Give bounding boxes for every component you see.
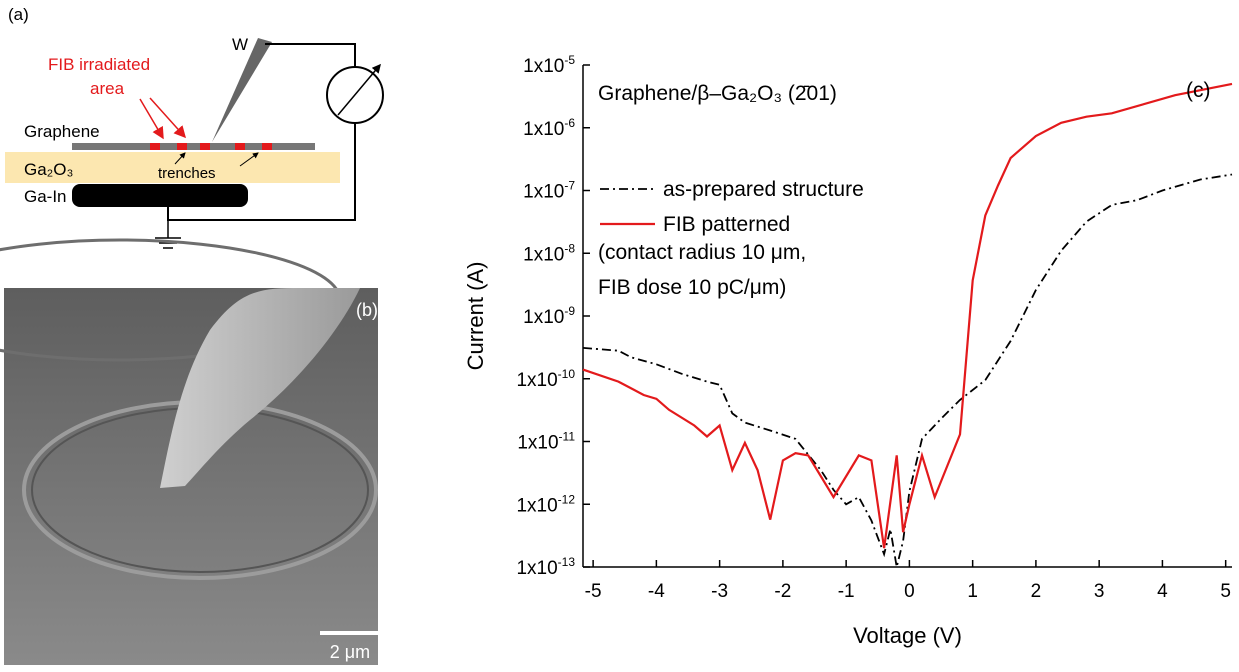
legend-label: as-prepared structure xyxy=(663,178,864,201)
panel-label: (a) xyxy=(8,5,29,24)
sem-image: (b) 2 μm xyxy=(0,238,380,665)
tip-label: W xyxy=(232,35,248,54)
x-tick-label: 3 xyxy=(1094,581,1105,602)
arrow xyxy=(149,97,187,139)
layer-label: Graphene xyxy=(24,122,100,141)
ga2o3-layer xyxy=(5,152,340,183)
probe-tip xyxy=(212,38,272,142)
x-tick-label: 2 xyxy=(1031,581,1042,602)
series-line xyxy=(582,173,1233,568)
irradiated-marks xyxy=(150,143,272,150)
irradiated-label: area xyxy=(90,79,125,98)
y-tick-label: 1x10-12 xyxy=(516,492,575,516)
y-tick-label: 1x10-9 xyxy=(523,304,575,328)
y-tick-label: 1x10-10 xyxy=(516,367,575,391)
meter-arrow xyxy=(337,63,381,116)
tip xyxy=(160,288,360,488)
y-tick-label: 1x10-7 xyxy=(523,179,575,203)
panel-label: (c) xyxy=(1186,79,1211,102)
ground xyxy=(155,220,181,249)
chart: 1x10-13 1x10-12 1x10-11 1x10-10 1x10-9 1x10-8… xyxy=(463,53,1233,648)
x-tick-label: -4 xyxy=(648,581,665,602)
layer-label: Ga₂O₃ xyxy=(24,160,73,179)
chart-annotation: Graphene/β–Ga₂O₃ (2̄01) xyxy=(598,82,837,105)
x-tick-label: 0 xyxy=(904,581,915,602)
y-axis-label: Current (A) xyxy=(463,262,488,371)
x-tick-label: -1 xyxy=(838,581,855,602)
y-tick-label: 1x10-8 xyxy=(523,241,575,265)
graphene-layer xyxy=(72,143,315,150)
y-tick-label: 1x10-13 xyxy=(516,555,575,579)
chart-annotation: (contact radius 10 μm, xyxy=(598,241,806,264)
wire xyxy=(167,123,356,221)
x-tick-label: -2 xyxy=(774,581,791,602)
legend-label: FIB patterned xyxy=(663,213,790,236)
wire xyxy=(265,43,356,67)
x-axis-label: Voltage (V) xyxy=(853,623,962,648)
chart-annotation: FIB dose 10 pC/μm) xyxy=(598,276,786,299)
scale-label: 2 μm xyxy=(330,642,370,662)
x-tick-label: 4 xyxy=(1157,581,1168,602)
series-line xyxy=(582,82,1233,549)
x-tick-label: 5 xyxy=(1220,581,1231,602)
y-tick-label: 1x10-11 xyxy=(517,430,575,454)
trenches-label: trenches xyxy=(158,165,216,182)
x-tick-label: -3 xyxy=(711,581,728,602)
y-tick-label: 1x10-6 xyxy=(523,116,575,140)
schematic: (a) W FIB irradiated area Graphene Ga₂O₃… xyxy=(5,5,384,249)
x-tick-label: -5 xyxy=(585,581,602,602)
y-tick-label: 1x10-5 xyxy=(523,53,575,77)
layer-label: Ga-In xyxy=(24,187,67,206)
arrow xyxy=(239,152,259,167)
irradiated-label: FIB irradiated xyxy=(48,55,150,74)
panel-label: (b) xyxy=(356,300,378,320)
x-tick-label: 1 xyxy=(967,581,978,602)
arrow xyxy=(174,152,186,165)
arrow xyxy=(139,98,164,140)
ga-in-contact xyxy=(72,184,248,207)
